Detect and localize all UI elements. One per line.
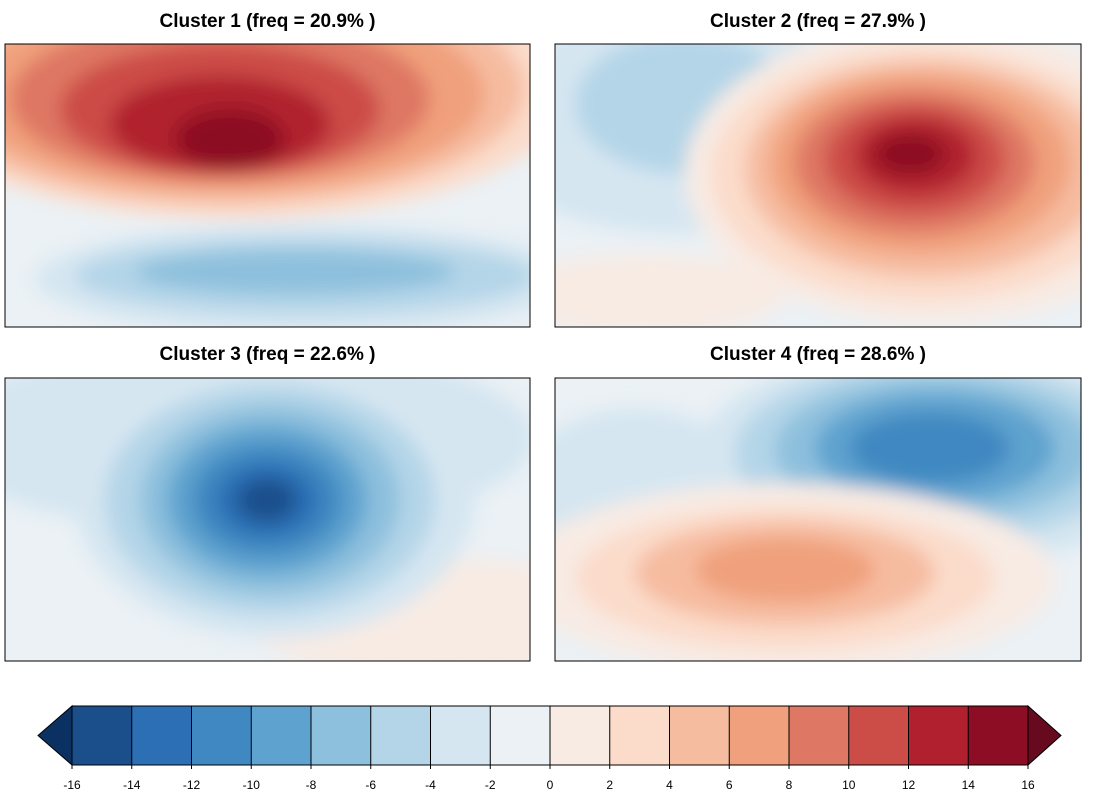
- colorbar-tick-label: 16: [1021, 778, 1035, 792]
- anomaly-contour: [850, 413, 1010, 483]
- anomaly-contour: [875, 134, 945, 174]
- colorbar-tick-label: 10: [842, 778, 856, 792]
- colorbar-segment: [669, 706, 730, 765]
- anomaly-contour: [695, 538, 875, 602]
- anomaly-shading: [555, 44, 1081, 327]
- anomaly-shading: [5, 378, 530, 661]
- colorbar-segment: [131, 706, 192, 765]
- colorbar-segment: [251, 706, 311, 765]
- colorbar-tick-label: -2: [485, 778, 496, 792]
- map-frame: [554, 43, 1082, 328]
- anomaly-shading: [5, 44, 530, 327]
- colorbar-segment: [430, 706, 491, 765]
- colorbar-segment: [609, 706, 670, 765]
- colorbar-segment: [908, 706, 969, 765]
- colorbar-tick-label: 2: [606, 778, 613, 792]
- map-field: [5, 378, 530, 661]
- colorbar-tick-label: 4: [666, 778, 673, 792]
- anomaly-contour: [175, 109, 285, 169]
- colorbar-tick-label: -16: [63, 778, 81, 792]
- anomaly-shading: [555, 378, 1081, 661]
- map-field: [5, 44, 530, 327]
- colorbar-under: [37, 704, 73, 767]
- panel-title: Cluster 4 (freq = 28.6% ): [710, 344, 926, 365]
- colorbar-segment: [789, 706, 849, 765]
- colorbar-tick-label: 0: [547, 778, 554, 792]
- panel-title: Cluster 2 (freq = 27.9% ): [710, 11, 926, 32]
- map-frame: [554, 377, 1082, 662]
- anomaly-contour: [237, 478, 297, 522]
- colorbar-tick-label: -6: [365, 778, 376, 792]
- map-frame: [4, 377, 531, 662]
- colorbar-segment: [848, 706, 909, 765]
- colorbar-segment: [490, 706, 550, 765]
- colorbar-tick-label: -8: [306, 778, 317, 792]
- map-field: [555, 378, 1081, 661]
- colorbar-tick-label: 14: [962, 778, 976, 792]
- colorbar-segment: [72, 706, 132, 765]
- colorbar-segment: [191, 706, 252, 765]
- map-frame: [4, 43, 531, 328]
- colorbar-tick-label: -12: [183, 778, 201, 792]
- colorbar-tick-label: 8: [786, 778, 793, 792]
- colorbar-segment: [729, 706, 789, 765]
- colorbar-tick-label: -14: [123, 778, 141, 792]
- panel-title: Cluster 3 (freq = 22.6% ): [160, 344, 376, 365]
- colorbar-segment: [550, 706, 610, 765]
- colorbar-segment: [370, 706, 431, 765]
- colorbar-tick-label: 6: [726, 778, 733, 792]
- anomaly-contour: [135, 250, 455, 294]
- panel-title: Cluster 1 (freq = 20.9% ): [160, 11, 376, 32]
- colorbar-segment: [968, 706, 1028, 765]
- map-field: [555, 44, 1081, 327]
- colorbar: -16 -14 -12 -10 -8 -6 -4 -2 0 2 4 6 8 10 12 14 16: [37, 704, 1062, 792]
- colorbar-tick-label: 12: [902, 778, 916, 792]
- colorbar-tick-label: -10: [243, 778, 261, 792]
- colorbar-tick-label: -4: [425, 778, 436, 792]
- colorbar-over: [1027, 704, 1062, 767]
- anomaly-contour: [555, 254, 785, 327]
- colorbar-segment: [311, 706, 371, 765]
